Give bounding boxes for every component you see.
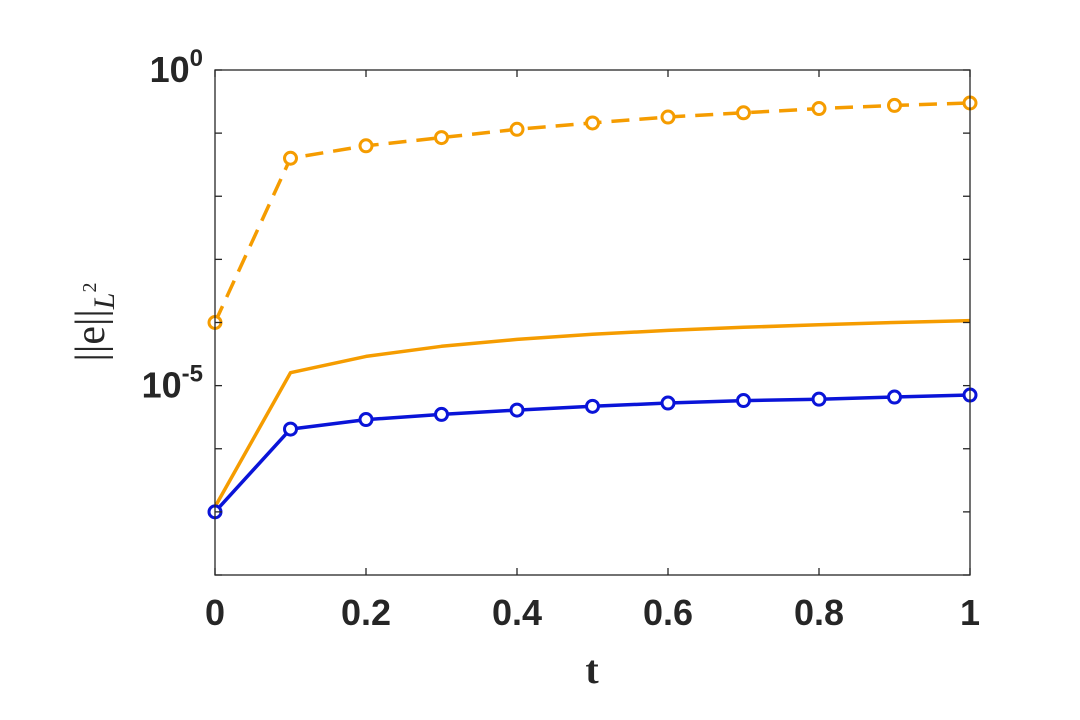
y-axis-label-subscript: L: [88, 293, 121, 311]
series-0-point: [887, 97, 902, 113]
series-2-point: [585, 398, 600, 414]
series-2-point: [358, 412, 374, 428]
series-2-point: [509, 402, 525, 418]
labels-layer: t ||e||L2: [68, 283, 599, 692]
series-layer: [207, 95, 978, 520]
y-tick-label: 100: [150, 45, 203, 90]
x-tick-label: 0.6: [643, 592, 693, 633]
series-0-point: [660, 109, 676, 125]
x-tick-label: 1: [960, 592, 980, 633]
series-1-line: [213, 318, 971, 508]
y-axis-label: ||e||L2: [68, 283, 121, 362]
x-tick-label: 0.4: [492, 592, 542, 633]
y-axis-label-superscript: 2: [79, 283, 101, 293]
series-2-point: [736, 393, 751, 409]
x-axis-label: t: [585, 647, 599, 692]
y-axis-label-main: ||e||: [68, 309, 114, 361]
x-tick-label: 0.8: [794, 592, 844, 633]
series-0-point: [509, 121, 525, 137]
series-0-point: [358, 138, 374, 154]
series-0-point: [736, 105, 751, 121]
series-0-point: [585, 115, 600, 131]
x-tick-label: 0: [205, 592, 225, 633]
series-0-point: [283, 150, 298, 166]
series-2-point: [434, 406, 449, 422]
series-2-point: [887, 389, 902, 405]
ticks-layer: 0 0.2 0.4 0.6 0.8 1 100 10-5: [142, 45, 980, 633]
series-0-point: [434, 130, 449, 146]
y-tick-label: 10-5: [142, 361, 203, 406]
series-2-point: [660, 395, 676, 411]
series-2-point: [283, 421, 298, 437]
series-2-point: [811, 391, 827, 407]
series-0-point: [811, 101, 827, 117]
x-tick-label: 0.2: [341, 592, 391, 633]
